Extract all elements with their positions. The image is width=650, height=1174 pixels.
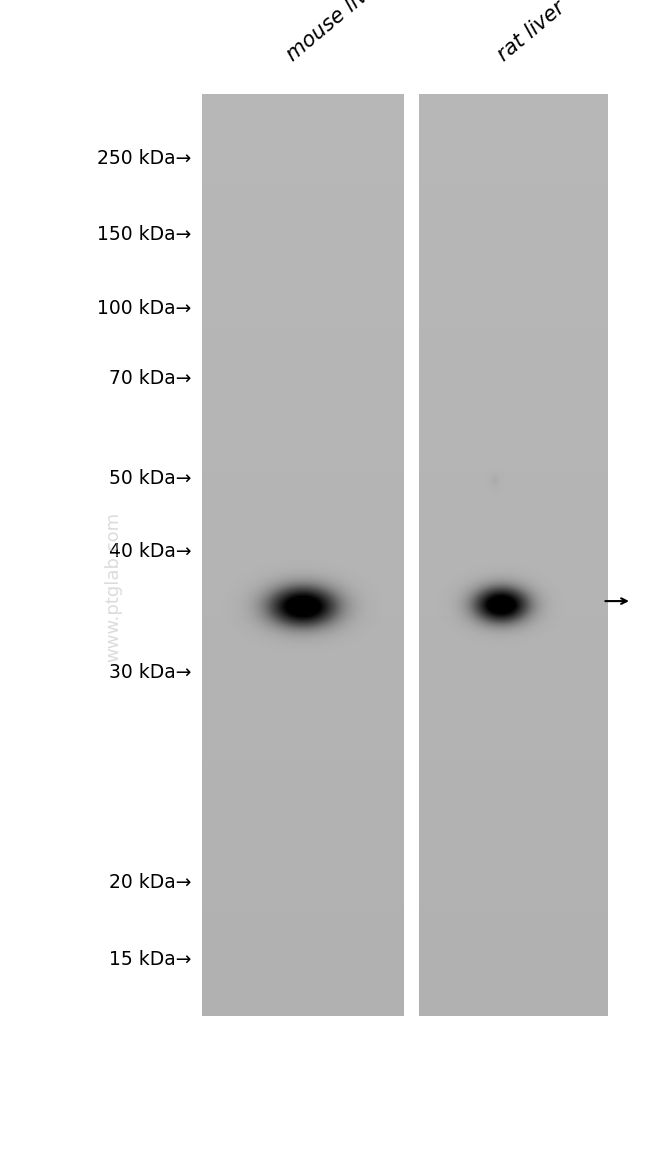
Text: rat liver: rat liver xyxy=(494,0,569,65)
Text: www.ptglab.com: www.ptglab.com xyxy=(105,512,123,662)
Text: 15 kDa→: 15 kDa→ xyxy=(109,950,192,969)
Text: 20 kDa→: 20 kDa→ xyxy=(109,873,192,892)
Text: 150 kDa→: 150 kDa→ xyxy=(98,225,192,244)
Text: 50 kDa→: 50 kDa→ xyxy=(109,470,192,488)
Bar xyxy=(202,94,403,1016)
Text: 40 kDa→: 40 kDa→ xyxy=(109,542,192,561)
Text: mouse liver: mouse liver xyxy=(283,0,389,65)
Text: 250 kDa→: 250 kDa→ xyxy=(98,149,192,168)
Text: 100 kDa→: 100 kDa→ xyxy=(98,299,192,318)
Text: 30 kDa→: 30 kDa→ xyxy=(109,663,192,682)
Text: 70 kDa→: 70 kDa→ xyxy=(109,369,192,387)
Bar xyxy=(419,94,608,1016)
